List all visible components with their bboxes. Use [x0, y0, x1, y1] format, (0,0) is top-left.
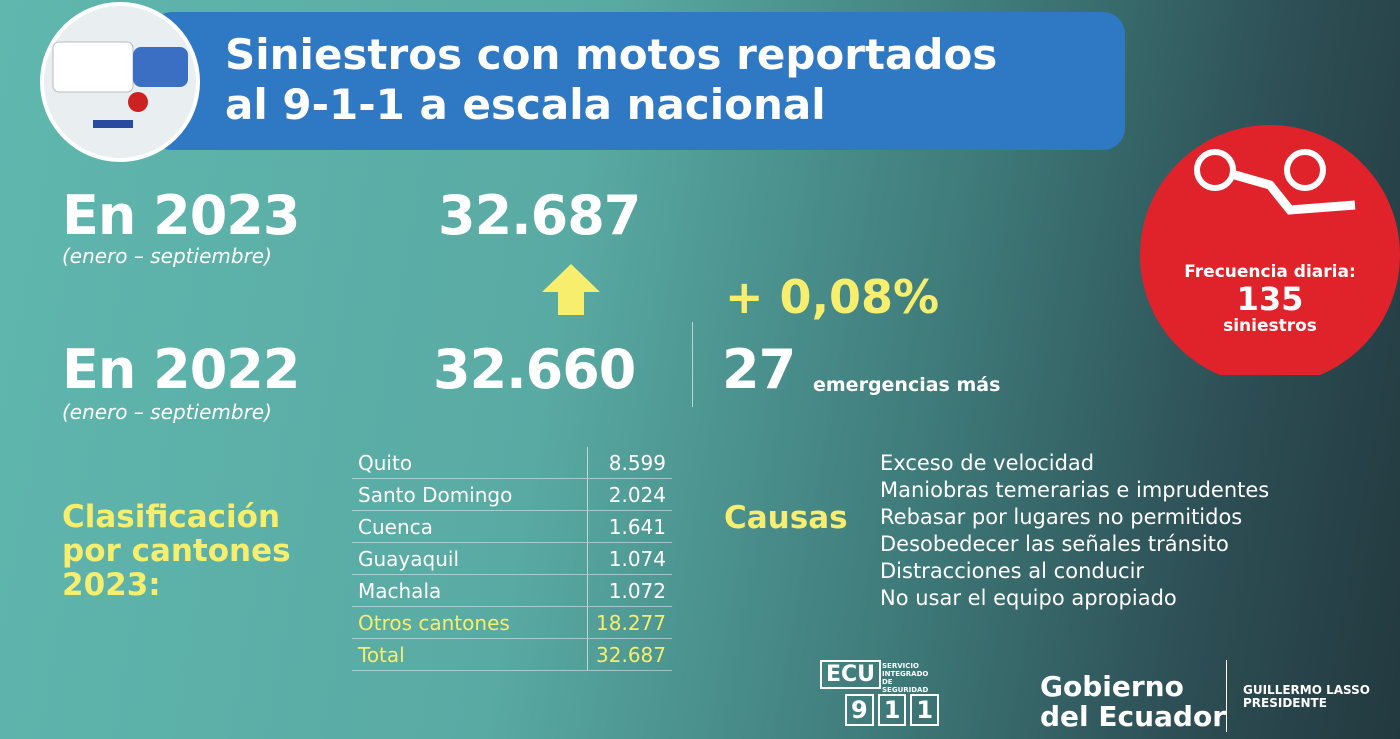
cause: No usar el equipo apropiado [880, 586, 1177, 610]
title-line: Siniestros con motos reportados [225, 30, 998, 79]
divider [1226, 660, 1227, 732]
causes-title: Causas [724, 500, 848, 536]
gov-line: del Ecuador [1040, 700, 1227, 733]
frequency-label: Frecuencia diaria: [1184, 262, 1356, 282]
table-row: Guayaquil 1.074 [352, 542, 672, 575]
period: (enero – septiembre) [62, 244, 272, 268]
year-label: En 2022 [62, 338, 300, 401]
cause: Rebasar por lugares no permitidos [880, 505, 1243, 529]
row-value: 1.641 [587, 510, 672, 543]
frequency-unit: siniestros [1223, 316, 1317, 336]
frequency: Frecuencia diaria: 135 siniestros [1160, 262, 1380, 336]
difference-value: 27 [722, 338, 796, 401]
president-name: GUILLERMO LASSO [1243, 683, 1370, 697]
cause: Maniobras temerarias e imprudentes [880, 478, 1270, 502]
row-value: 2.024 [587, 478, 672, 511]
row-value: 1.072 [587, 574, 672, 607]
period: (enero – septiembre) [62, 400, 272, 424]
ecu-logo: ECU SERVICIO INTEGRADO DE SEGURIDAD 9 1 … [820, 660, 940, 726]
gov-line: Gobierno [1040, 670, 1184, 703]
row-label: Total [352, 638, 588, 671]
digit: 1 [910, 694, 940, 726]
row-value: 32.687 [587, 638, 672, 671]
count: 32.660 [433, 338, 636, 401]
row-label: Santo Domingo [352, 478, 588, 511]
row-value: 8.599 [587, 447, 672, 479]
service-line: SERVICIO [882, 662, 919, 670]
cause: Distracciones al conducir [880, 559, 1145, 583]
title-line: 2023: [62, 567, 161, 603]
difference-text: emergencias más [813, 374, 1001, 396]
digit: 1 [877, 694, 907, 726]
change: + 0,08% [725, 270, 940, 324]
frequency-badge [1140, 125, 1400, 375]
title: Siniestros con motos reportados al 9-1-1… [225, 30, 997, 130]
accident-icon [40, 2, 200, 162]
table-row: Cuenca 1.641 [352, 510, 672, 543]
table-row: Total 32.687 [352, 638, 672, 671]
gov-logo: Gobierno del Ecuador [1040, 672, 1226, 732]
service-line: INTEGRADO [882, 670, 929, 678]
ecu-service: SERVICIO INTEGRADO DE SEGURIDAD [882, 662, 928, 694]
canton-table: Quito 8.599 Santo Domingo 2.024 Cuenca 1.641 G… [352, 447, 672, 671]
row-label: Guayaquil [352, 542, 588, 575]
count: 32.687 [438, 184, 641, 247]
table-row: Quito 8.599 [352, 447, 672, 479]
table-row: Otros cantones 18.277 [352, 606, 672, 639]
president: GUILLERMO LASSO PRESIDENTE [1243, 684, 1370, 710]
title-line: al 9-1-1 a escala nacional [225, 80, 826, 129]
cause: Desobedecer las señales tránsito [880, 532, 1229, 556]
title-line: Clasificación [62, 499, 281, 535]
table-row: Santo Domingo 2.024 [352, 478, 672, 511]
table-row: Machala 1.072 [352, 574, 672, 607]
classification-title: Clasificación por cantones 2023: [62, 500, 291, 602]
title-banner [150, 12, 1125, 150]
up-arrow [542, 264, 600, 315]
row-label: Otros cantones [352, 606, 588, 639]
cause: Exceso de velocidad [880, 451, 1095, 475]
divider [692, 322, 693, 407]
row-label: Cuenca [352, 510, 588, 543]
ecu: ECU [820, 660, 882, 689]
title-line: por cantones [62, 533, 291, 569]
row-label: Machala [352, 574, 588, 607]
frequency-value: 135 [1236, 280, 1304, 318]
causes-list: Exceso de velocidad Maniobras temerarias … [880, 450, 1269, 612]
president-title: PRESIDENTE [1243, 696, 1327, 710]
digit: 9 [845, 694, 874, 726]
ecu-digits: 9 1 1 [845, 694, 940, 726]
row-value: 1.074 [587, 542, 672, 575]
service-line: DE SEGURIDAD [882, 678, 929, 694]
year-label: En 2023 [62, 184, 300, 247]
row-label: Quito [352, 447, 588, 479]
row-value: 18.277 [587, 606, 672, 639]
